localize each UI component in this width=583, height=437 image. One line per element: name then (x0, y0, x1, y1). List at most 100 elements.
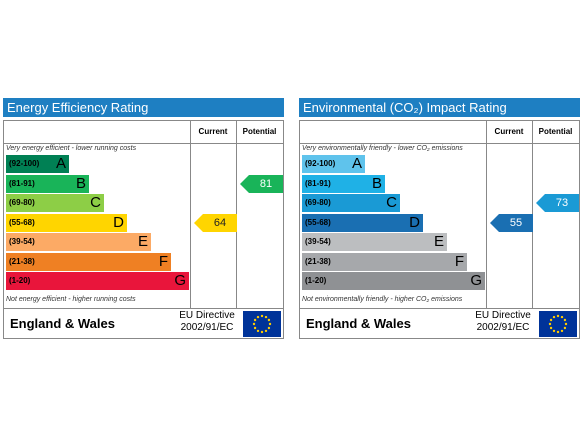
band-letter: C (386, 194, 397, 211)
band-range: (1-20) (305, 276, 327, 285)
rating-band: (1-20) G (302, 272, 485, 290)
rating-band: (21-38) F (302, 252, 467, 271)
flag-star (552, 329, 556, 333)
band-letter: G (470, 272, 482, 289)
rating-band: (39-54) E (302, 233, 447, 251)
bottom-note: Not energy efficient - higher running co… (6, 296, 136, 303)
flag-star (256, 315, 260, 319)
arrow-fill (536, 194, 579, 212)
header-divider (4, 143, 283, 144)
band-letter: F (158, 252, 168, 270)
footer-region: England & Wales (10, 316, 115, 331)
top-note: Very energy efficient - lower running co… (6, 145, 137, 152)
flag-star (256, 329, 260, 333)
flag-star (556, 330, 560, 334)
flag-star (560, 329, 564, 333)
arrow-fill (194, 213, 237, 232)
rating-arrow: 55 (490, 213, 533, 232)
flag-star (549, 318, 553, 322)
column-divider (486, 121, 487, 308)
rating-band: (69-80) C (6, 194, 104, 212)
arrow-shape (490, 213, 533, 232)
band-letter: B (371, 174, 382, 192)
band-range: (92-100) (305, 159, 336, 168)
flag-star (253, 318, 257, 322)
flag-star (564, 322, 568, 326)
band-range: (1-20) (9, 276, 31, 285)
rating-panel: Environmental (CO₂) Impact Rating Current… (299, 98, 580, 339)
rating-arrow: 64 (194, 213, 237, 232)
arrow-value: 55 (509, 216, 523, 229)
flag-star (253, 326, 257, 330)
arrow-shape (240, 174, 283, 193)
band-letter: D (409, 213, 420, 231)
rating-arrow: 81 (240, 174, 283, 193)
panel-title: Energy Efficiency Rating (3, 98, 284, 117)
footer-directive: EU Directive (179, 310, 235, 321)
flag-star (549, 326, 553, 330)
band-range: (69-80) (305, 198, 331, 207)
arrow-fill (240, 174, 283, 193)
rating-band: (92-100) A (302, 155, 365, 173)
band-range: (21-38) (305, 256, 331, 266)
band-range: (92-100) (9, 159, 40, 168)
bottom-note: Not environmentally friendly - higher CO… (302, 296, 463, 303)
flag-star (264, 315, 268, 319)
band-letter: B (75, 174, 86, 192)
band-range: (69-80) (9, 198, 35, 207)
arrow-value: 81 (259, 177, 273, 190)
arrow-shape (536, 194, 579, 212)
arrow-value: 64 (213, 216, 227, 229)
arrow-shape (194, 213, 237, 232)
rating-arrow: 73 (536, 194, 579, 212)
footer-divider (300, 308, 579, 309)
column-divider (190, 121, 191, 308)
footer-directive: 2002/91/EC (180, 322, 234, 333)
rating-band: (39-54) E (6, 233, 151, 251)
rating-band: (55-68) D (6, 213, 127, 232)
flag-star (560, 315, 564, 319)
panel-title: Environmental (CO₂) Impact Rating (299, 98, 580, 117)
band-range: (21-38) (9, 256, 35, 266)
band-range: (39-54) (9, 237, 35, 246)
flag-star (563, 318, 567, 322)
footer-directive: EU Directive (475, 310, 531, 321)
band-letter: E (433, 233, 444, 250)
rating-band: (81-91) B (6, 174, 89, 193)
band-letter: G (174, 272, 186, 289)
flag-star (268, 322, 272, 326)
footer-divider (4, 308, 283, 309)
arrow-value: 73 (555, 197, 569, 209)
eu-flag (243, 311, 281, 337)
header-divider (300, 143, 579, 144)
rating-band: (92-100) A (6, 155, 69, 173)
arrow-fill (490, 213, 533, 232)
potential-header: Potential (538, 127, 573, 136)
panel-box: Current Potential Very environmentally fri… (299, 120, 580, 339)
panel-box: Current Potential Very energy efficient - … (3, 120, 284, 339)
band-range: (39-54) (305, 237, 331, 246)
rating-band: (1-20) G (6, 272, 189, 290)
flag-star (267, 318, 271, 322)
footer-directive: 2002/91/EC (476, 322, 530, 333)
rating-band: (21-38) F (6, 252, 171, 271)
rating-band: (55-68) D (302, 213, 423, 232)
band-range: (81-91) (305, 178, 331, 188)
rating-band: (81-91) B (302, 174, 385, 193)
flag-star (267, 326, 271, 330)
footer-region: England & Wales (306, 316, 411, 331)
flag-star (264, 329, 268, 333)
band-range: (81-91) (9, 178, 35, 188)
rating-panel: Energy Efficiency Rating Current Potential… (3, 98, 284, 339)
flag-star (260, 330, 264, 334)
flag-star (552, 315, 556, 319)
current-header: Current (198, 127, 228, 136)
flag-star (260, 314, 264, 318)
potential-header: Potential (242, 127, 277, 136)
flag-star (556, 314, 560, 318)
band-letter: E (137, 233, 148, 250)
flag-star (563, 326, 567, 330)
top-note: Very environmentally friendly - lower CO… (302, 145, 463, 152)
current-header: Current (494, 127, 524, 136)
band-range: (55-68) (305, 217, 331, 227)
